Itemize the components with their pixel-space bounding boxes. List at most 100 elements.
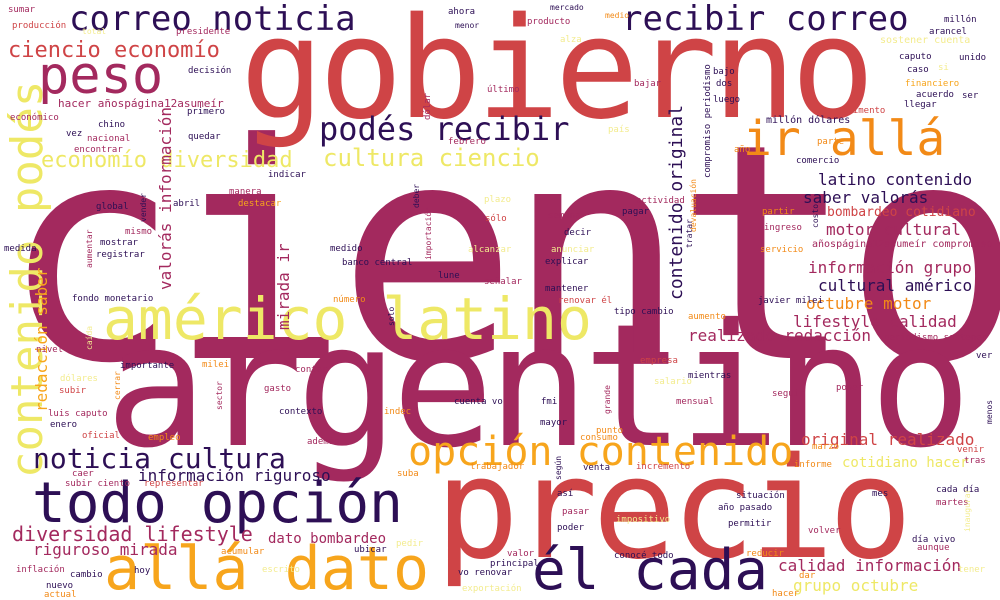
word-ademas: además bbox=[307, 437, 340, 447]
word-inflacion: inflación bbox=[16, 565, 65, 575]
word-caer: caer bbox=[72, 469, 94, 479]
word-mantener: mantener bbox=[545, 284, 589, 294]
word-febrero: febrero bbox=[448, 137, 486, 147]
word-punto: punto bbox=[596, 426, 624, 436]
word-mercado: mercado bbox=[550, 3, 584, 12]
word-solo: solo bbox=[387, 306, 396, 326]
word-el-cada: él cada bbox=[532, 538, 769, 600]
word-si: si bbox=[938, 63, 949, 73]
word-grande: grande bbox=[603, 385, 612, 414]
word-cambio: cambio bbox=[70, 570, 103, 580]
word-medida: medida bbox=[4, 244, 37, 254]
word-economio-diversidad: economío diversidad bbox=[41, 148, 293, 173]
word-informe: informe bbox=[794, 460, 832, 470]
word-luego: luego bbox=[713, 95, 741, 105]
word-venir: venir bbox=[957, 445, 985, 455]
word-bajar: bajar bbox=[634, 79, 662, 89]
word-decir: decir bbox=[564, 228, 592, 238]
word-luis-caputo: luis caputo bbox=[48, 409, 108, 419]
word-motor-cultural: motor cultural bbox=[826, 220, 961, 239]
word-dia-vivo: día vivo bbox=[912, 535, 956, 545]
word-saber-valoras: saber valorás bbox=[803, 188, 929, 207]
word-nacional: nacional bbox=[87, 134, 131, 144]
word-sector: sector bbox=[215, 381, 224, 410]
word-alcanzar: alcanzar bbox=[468, 245, 512, 255]
word-redaccion-saber: redacción saber bbox=[32, 267, 51, 413]
word-original-realizado: original realizado bbox=[801, 430, 975, 449]
word-opcion-contenido: opción contenido bbox=[408, 429, 794, 475]
word-mes: mes bbox=[872, 489, 889, 499]
word-explicar: explicar bbox=[545, 257, 589, 267]
word-cada-dia: cada día bbox=[936, 485, 980, 495]
word-produccion: producción bbox=[12, 21, 67, 31]
word-deber: deber bbox=[412, 183, 421, 208]
word-diversidad-lifestyle: diversidad lifestyle bbox=[12, 522, 253, 546]
word-cotidiano-hacer: cotidiano hacer bbox=[842, 455, 969, 471]
word-enero: enero bbox=[50, 420, 78, 430]
word-chino: chino bbox=[98, 120, 126, 130]
word-vo-renovar: vo renovar bbox=[458, 568, 513, 578]
word-dato-bombardeo: dato bombardeo bbox=[268, 531, 387, 547]
word-costo: costo bbox=[811, 203, 820, 228]
word-quedar: quedar bbox=[188, 132, 221, 142]
word-sumar: sumar bbox=[8, 5, 36, 15]
word-anospagina12-compromiso: añospágina12asumeír compromiso bbox=[812, 239, 993, 250]
word-contar: contar bbox=[295, 365, 328, 375]
word-ubicar: ubicar bbox=[354, 545, 387, 555]
word-actividad: actividad bbox=[636, 196, 685, 206]
word-mayor: mayor bbox=[540, 418, 568, 428]
word-impositivo: impositivo bbox=[616, 515, 671, 525]
word-pasar: pasar bbox=[562, 507, 590, 517]
word-poner: poner bbox=[836, 383, 864, 393]
word-global: global bbox=[96, 202, 129, 212]
word-cultura-ciencio: cultura ciencio bbox=[323, 144, 540, 172]
word-aumento: aumento bbox=[688, 312, 726, 322]
word-calidad-informacion: calidad información bbox=[778, 556, 962, 575]
word-hoy: hoy bbox=[134, 566, 151, 576]
word-dolar: dólar bbox=[423, 92, 433, 120]
word-situacion: situación bbox=[736, 491, 785, 501]
word-indicar: indicar bbox=[268, 170, 306, 180]
word-dos: dos bbox=[716, 79, 733, 89]
word-permitir: permitir bbox=[728, 519, 772, 529]
word-acumular: acumular bbox=[221, 547, 265, 557]
word-oficial: oficial bbox=[82, 431, 120, 441]
word-dolares: dólares bbox=[60, 374, 98, 384]
word-alza: alza bbox=[560, 35, 582, 45]
word-latino-contenido: latino contenido bbox=[818, 170, 973, 189]
word-producto: producto bbox=[527, 17, 571, 27]
word-lifestyle-calidad: lifestyle calidad bbox=[793, 312, 957, 331]
word-encontrar: encontrar bbox=[74, 145, 123, 155]
word-servicio: servicio bbox=[760, 245, 804, 255]
word-periodismo-sostener: periodismo sostener bbox=[884, 333, 987, 343]
word-ano: año bbox=[734, 145, 751, 155]
word-manera: manera bbox=[229, 187, 262, 197]
word-medio: medio bbox=[605, 11, 630, 20]
word-martes: martes bbox=[936, 498, 969, 508]
word-anunciar: anunciar bbox=[551, 245, 595, 255]
word-trabajador: trabajador bbox=[470, 462, 525, 472]
word-vez: vez bbox=[66, 129, 83, 139]
word-ver: ver bbox=[976, 351, 993, 361]
word-ciento: ciento bbox=[0, 80, 1000, 429]
word-nivel: nivel bbox=[36, 345, 64, 355]
word-ir-alla: ir allá bbox=[743, 111, 946, 167]
word-plazo: plazo bbox=[484, 195, 512, 205]
word-tener: tener bbox=[958, 565, 986, 575]
word-pais: país bbox=[608, 125, 630, 135]
word-arancel: arancel bbox=[929, 27, 967, 37]
word-ahora: ahora bbox=[448, 7, 476, 17]
word-compromiso-periodismo: compromiso periodismo bbox=[703, 64, 713, 178]
word-ser: ser bbox=[962, 91, 979, 101]
word-abril: abril bbox=[173, 199, 201, 209]
word-recibir-correo: recibir correo bbox=[622, 0, 909, 39]
word-millon-dolares: millón dólares bbox=[766, 115, 851, 126]
word-fondo-monetario: fondo monetario bbox=[72, 294, 154, 304]
word-presidente: presidente bbox=[176, 27, 231, 37]
word-hacer: hacer bbox=[772, 589, 800, 599]
word-correo-noticia: correo noticia bbox=[69, 0, 356, 39]
word-menos: menos bbox=[985, 399, 994, 424]
word-gobierno: gobierno bbox=[240, 0, 875, 151]
word-tras: tras bbox=[964, 456, 986, 466]
